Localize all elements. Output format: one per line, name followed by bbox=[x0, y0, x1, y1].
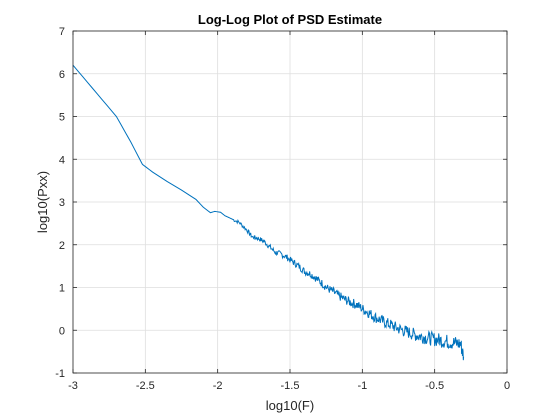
y-tick-label: 1 bbox=[59, 283, 65, 295]
y-tick-label: 3 bbox=[59, 197, 65, 209]
y-tick-label: 4 bbox=[59, 154, 65, 166]
y-tick-label: 7 bbox=[59, 26, 65, 38]
x-axis-ticks: -3 -2.5 -2 -1.5 -1 -0.5 0 bbox=[68, 31, 510, 392]
y-tick-label: 2 bbox=[59, 240, 65, 252]
psd-series-line bbox=[72, 64, 465, 361]
x-tick-label: -1.5 bbox=[281, 380, 300, 392]
x-tick-label: -2 bbox=[213, 380, 223, 392]
x-tick-label: -1 bbox=[357, 380, 367, 392]
y-axis-label: log10(Pxx) bbox=[35, 171, 50, 233]
y-tick-label: 6 bbox=[59, 69, 65, 81]
x-tick-label: -0.5 bbox=[425, 380, 444, 392]
y-axis-ticks: -1 0 1 2 3 4 5 6 7 bbox=[55, 26, 507, 380]
y-tick-label: 0 bbox=[59, 325, 65, 337]
y-tick-label: -1 bbox=[55, 368, 65, 380]
x-tick-label: -3 bbox=[68, 380, 78, 392]
y-tick-label: 5 bbox=[59, 112, 65, 124]
x-tick-label: 0 bbox=[504, 380, 510, 392]
chart-title: Log-Log Plot of PSD Estimate bbox=[198, 12, 382, 27]
x-axis-label: log10(F) bbox=[266, 398, 314, 413]
x-tick-label: -2.5 bbox=[136, 380, 155, 392]
